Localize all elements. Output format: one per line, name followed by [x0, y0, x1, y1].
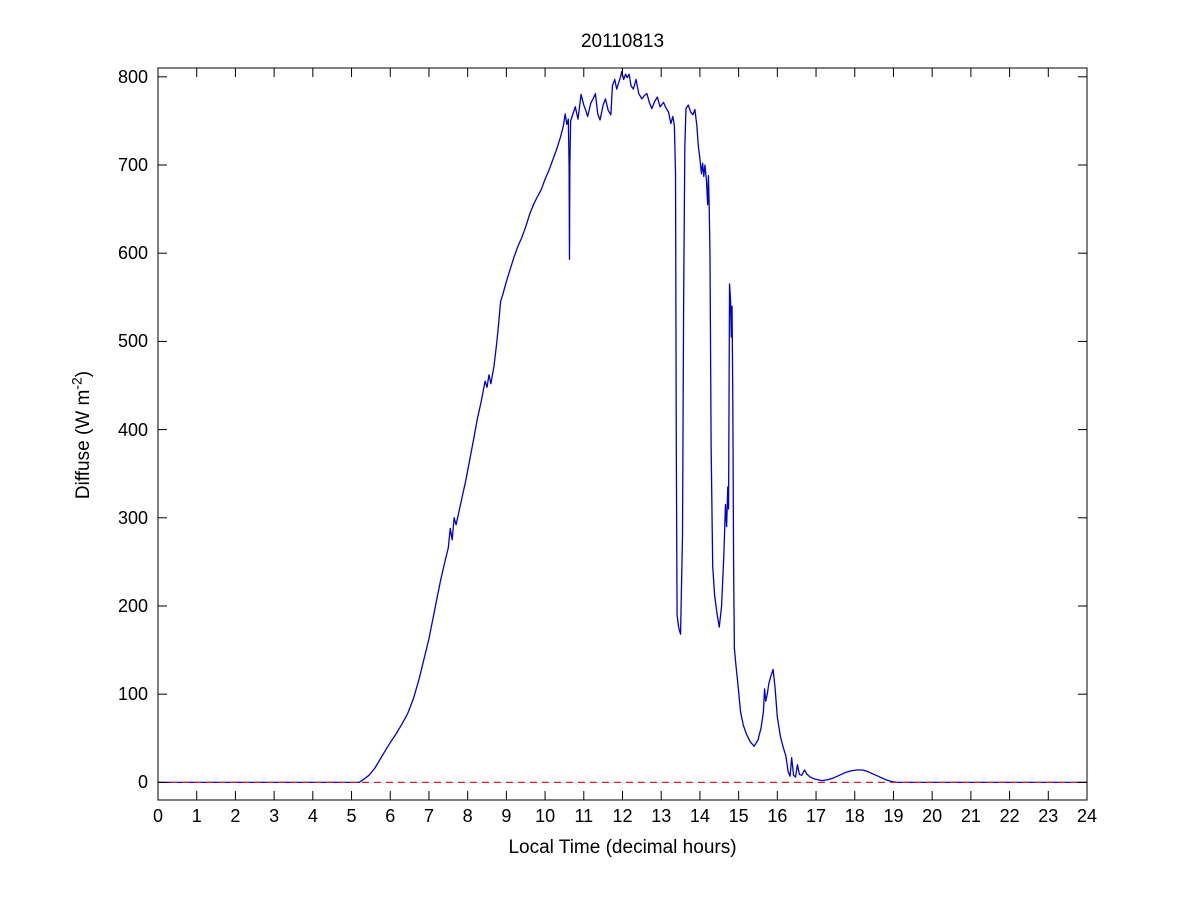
x-tick-label: 13: [651, 806, 672, 826]
x-tick-label: 3: [269, 806, 280, 826]
x-tick-label: 7: [423, 806, 434, 826]
x-tick-label: 20: [922, 806, 943, 826]
y-tick-label: 200: [117, 595, 148, 616]
axes-box: [157, 67, 1088, 801]
x-tick-label: 12: [612, 806, 633, 826]
series-diffuse-irradiance: [158, 70, 1087, 784]
y-tick-label: 300: [117, 507, 148, 528]
x-tick-label: 17: [806, 806, 827, 826]
x-tick-label: 16: [767, 806, 788, 826]
x-axis-label: Local Time (decimal hours): [508, 837, 737, 858]
y-axis-label-main: Diffuse (W m: [73, 389, 94, 500]
x-tick-label: 1: [191, 806, 202, 826]
x-tick-label: 19: [883, 806, 904, 826]
x-tick-label: 10: [535, 806, 556, 826]
y-tick-label: 700: [117, 155, 148, 175]
chart-title: 20110813: [580, 31, 665, 52]
x-tick-label: 23: [1038, 806, 1059, 826]
x-tick-label: 2: [230, 806, 241, 826]
y-axis-label-superscript: -2: [68, 377, 85, 390]
x-tick-label: 18: [844, 806, 865, 826]
x-tick-label: 5: [346, 806, 357, 826]
x-tick-label: 0: [152, 806, 163, 826]
x-tick-label: 8: [462, 806, 473, 826]
y-tick-label: 0: [137, 772, 148, 793]
y-tick-label: 100: [117, 684, 148, 705]
y-tick-label: 500: [117, 331, 148, 352]
x-tick-label: 9: [501, 806, 512, 826]
x-tick-label: 22: [999, 806, 1020, 826]
x-tick-label: 14: [689, 806, 710, 826]
x-tick-label: 15: [728, 806, 749, 826]
y-tick-label: 600: [117, 243, 148, 264]
y-axis-label-close: ): [73, 370, 94, 378]
x-tick-label: 21: [960, 806, 981, 826]
x-tick-label: 24: [1076, 806, 1098, 826]
y-tick-label: 800: [117, 66, 148, 87]
x-tick-label: 11: [574, 806, 594, 826]
y-tick-label: 400: [117, 419, 148, 440]
x-tick-label: 4: [307, 806, 318, 826]
x-tick-label: 6: [385, 806, 396, 826]
